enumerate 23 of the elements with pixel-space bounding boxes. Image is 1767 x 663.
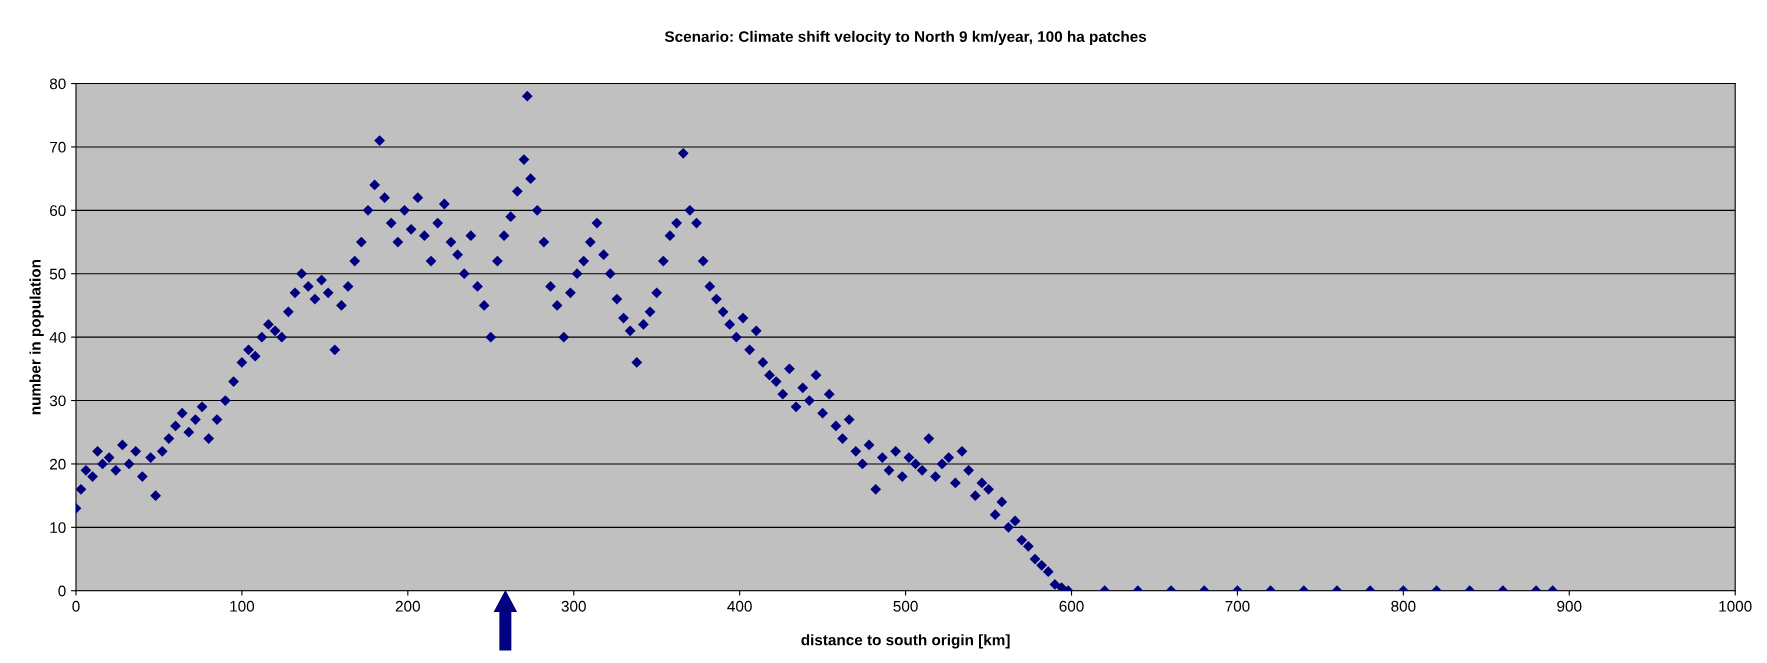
x-axis-title: distance to south origin [km] bbox=[801, 634, 1010, 649]
y-axis-title: number in population bbox=[29, 260, 44, 415]
x-tick-label: 800 bbox=[1391, 600, 1416, 612]
x-tick-label: 700 bbox=[1225, 600, 1250, 612]
chart-title: Scenario: Climate shift velocity to North 9 km/year, 100 ha patches bbox=[664, 30, 1147, 46]
x-tick-label: 200 bbox=[395, 600, 420, 612]
x-tick-label: 0 bbox=[72, 600, 80, 612]
x-tick-label: 300 bbox=[561, 600, 586, 612]
y-tick-label: 60 bbox=[50, 205, 66, 217]
x-tick-label: 600 bbox=[1059, 600, 1084, 612]
y-tick-label: 20 bbox=[50, 458, 66, 470]
y-tick-label: 80 bbox=[49, 78, 66, 90]
x-tick-label: 500 bbox=[893, 600, 918, 612]
y-tick-label: 0 bbox=[58, 585, 66, 597]
y-tick-label: 10 bbox=[50, 522, 66, 534]
x-tick-label: 400 bbox=[727, 600, 752, 612]
x-tick-label: 900 bbox=[1557, 600, 1582, 612]
y-tick-label: 40 bbox=[49, 332, 66, 343]
y-tick-label: 30 bbox=[49, 395, 66, 407]
y-tick-label: 70 bbox=[50, 141, 66, 153]
x-tick-label: 1000 bbox=[1719, 600, 1752, 612]
y-tick-label: 50 bbox=[49, 268, 66, 280]
x-tick-label: 100 bbox=[230, 600, 255, 612]
